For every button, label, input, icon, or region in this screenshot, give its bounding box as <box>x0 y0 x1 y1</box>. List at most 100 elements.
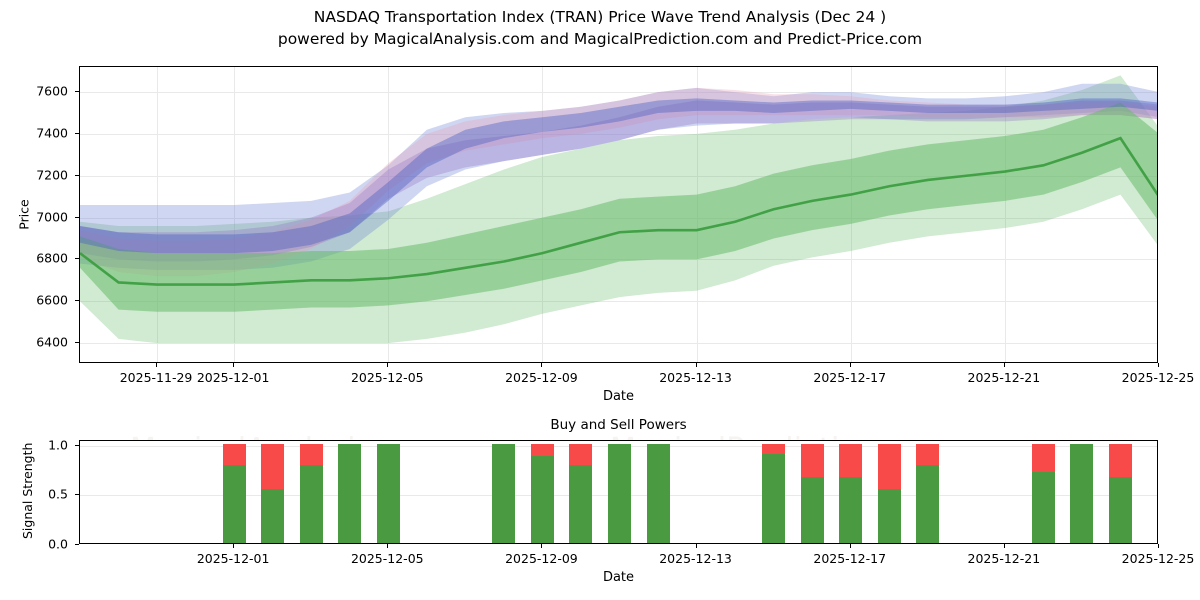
x-tick-label: 2025-12-25 <box>1121 370 1195 385</box>
signal-bar[interactable] <box>222 441 246 543</box>
y-tick-label: 0.5 <box>48 486 68 502</box>
signal-chart-y-axis-label: Signal Strength <box>20 442 35 539</box>
y-tick-mark <box>75 132 79 134</box>
buy-power-segment <box>800 476 824 543</box>
gridline <box>80 301 1157 303</box>
y-tick-mark <box>75 216 79 218</box>
sell-power-segment <box>839 443 863 477</box>
x-tick-mark <box>695 363 697 367</box>
sell-power-segment <box>916 443 940 465</box>
x-tick-label: 2025-12-13 <box>659 370 732 385</box>
signal-bar[interactable] <box>916 441 940 543</box>
y-tick-label: 6400 <box>36 334 68 350</box>
y-tick-label: 7200 <box>36 167 68 183</box>
gridline <box>234 67 236 362</box>
x-tick-mark <box>156 363 158 367</box>
buy-power-segment <box>608 443 631 543</box>
x-tick-mark <box>387 363 389 367</box>
signal-bar[interactable] <box>1070 441 1094 543</box>
x-tick-label: 2025-12-05 <box>350 551 424 566</box>
y-tick-mark <box>75 544 79 545</box>
signal-bar[interactable] <box>1108 441 1132 543</box>
x-tick-mark <box>1003 363 1005 367</box>
signal-bar[interactable] <box>762 441 786 543</box>
buy-power-segment <box>877 488 901 543</box>
gridline <box>80 343 1157 345</box>
buy-power-segment <box>1108 476 1132 543</box>
gridline <box>1004 67 1006 362</box>
sell-power-segment <box>299 443 323 465</box>
signal-bar[interactable] <box>1031 441 1055 543</box>
sell-power-segment <box>1031 443 1055 472</box>
x-tick-mark <box>849 363 851 367</box>
signal-bar[interactable] <box>800 441 824 543</box>
buy-power-segment <box>222 464 246 543</box>
buy-power-segment <box>762 453 786 543</box>
signal-chart-x-axis-label: Date <box>602 570 635 585</box>
buy-power-segment <box>839 476 863 543</box>
sell-power-segment <box>261 443 285 489</box>
x-tick-mark <box>233 363 235 367</box>
signal-bar[interactable] <box>338 441 362 543</box>
sell-power-segment <box>569 443 593 465</box>
figure-title-line2: powered by MagicalAnalysis.com and Magic… <box>277 30 923 48</box>
price-chart-plot-area <box>79 66 1158 363</box>
signal-bar[interactable] <box>839 441 863 543</box>
signal-chart-plot-area <box>79 440 1158 544</box>
gridline <box>388 67 390 362</box>
buy-power-segment <box>492 443 516 543</box>
x-tick-mark <box>1003 544 1005 548</box>
buy-power-segment <box>1031 471 1055 543</box>
signal-bar[interactable] <box>877 441 901 543</box>
y-tick-label: 7000 <box>36 209 68 225</box>
price-band-blue-core-band <box>80 98 1157 254</box>
x-tick-mark <box>541 363 543 367</box>
buy-power-segment <box>376 443 400 543</box>
price-band-purple-band <box>80 100 1157 262</box>
price-line-green-main-line <box>80 136 1157 286</box>
y-tick-label: 7400 <box>36 125 68 141</box>
price-band-blue-band <box>80 83 1157 270</box>
signal-bar[interactable] <box>608 441 631 543</box>
y-tick-mark <box>75 174 79 176</box>
signal-bar[interactable] <box>569 441 593 543</box>
y-tick-label: 6600 <box>36 292 68 308</box>
y-tick-label: 7600 <box>36 83 68 99</box>
gridline <box>157 67 159 362</box>
buy-power-segment <box>916 464 940 543</box>
x-tick-label: 2025-12-01 <box>196 551 270 566</box>
x-tick-mark <box>1158 544 1159 548</box>
sell-power-segment <box>877 443 901 489</box>
x-tick-mark <box>387 544 389 548</box>
signal-bar[interactable] <box>492 441 516 543</box>
buy-power-segment <box>646 443 670 543</box>
sell-power-segment <box>1108 443 1132 477</box>
x-tick-label: 2025-12-09 <box>505 551 578 566</box>
signal-bar[interactable] <box>376 441 400 543</box>
signal-bar[interactable] <box>530 441 554 543</box>
y-tick-mark <box>75 300 79 302</box>
x-tick-mark <box>849 544 851 548</box>
x-tick-mark <box>541 544 543 548</box>
y-tick-label: 1.0 <box>48 437 68 453</box>
price-band-green-inner-band <box>80 102 1157 312</box>
gridline <box>80 133 1157 135</box>
x-tick-label: 2025-12-17 <box>813 370 887 385</box>
x-tick-label: 2025-12-21 <box>967 370 1041 385</box>
buy-power-segment <box>299 464 323 543</box>
x-tick-label: 2025-12-13 <box>659 551 732 566</box>
y-tick-mark <box>75 258 79 260</box>
signal-bar[interactable] <box>646 441 670 543</box>
sell-power-segment <box>800 443 824 477</box>
signal-bar[interactable] <box>299 441 323 543</box>
y-tick-label: 6800 <box>36 250 68 266</box>
gridline <box>80 175 1157 177</box>
y-tick-mark <box>75 91 79 93</box>
buy-power-segment <box>1070 443 1094 543</box>
x-tick-mark <box>1158 363 1159 367</box>
x-tick-mark <box>233 544 235 548</box>
figure-title-line1: NASDAQ Transportation Index (TRAN) Price… <box>313 8 887 26</box>
y-tick-label: 0.0 <box>48 536 68 552</box>
sell-power-segment <box>222 443 246 465</box>
signal-bar[interactable] <box>261 441 285 543</box>
